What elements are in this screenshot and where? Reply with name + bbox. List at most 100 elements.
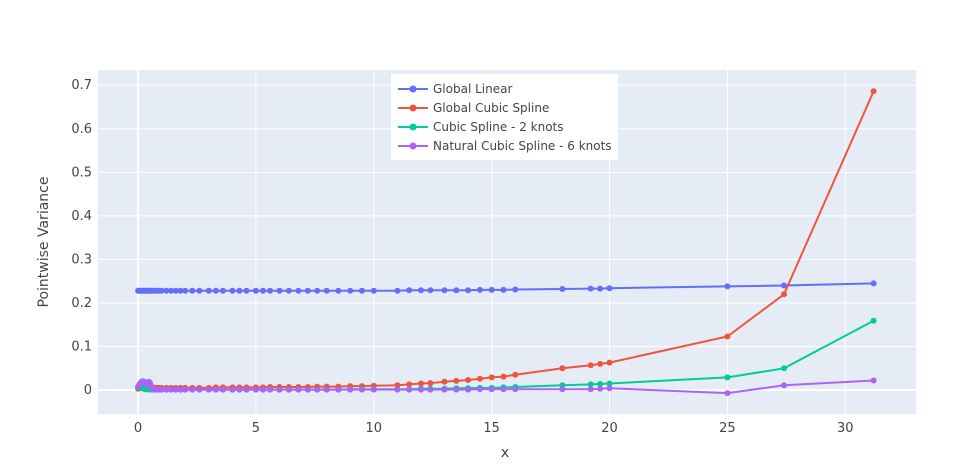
data-point: [219, 287, 226, 294]
data-point: [559, 365, 566, 372]
data-point: [347, 386, 354, 393]
data-point: [781, 382, 787, 389]
data-point: [724, 390, 731, 397]
x-tick-label: 30: [837, 421, 854, 436]
legend-item-global-linear[interactable]: Global Linear: [398, 82, 512, 96]
data-point: [252, 287, 259, 294]
data-point: [597, 385, 604, 392]
data-point: [189, 386, 196, 393]
y-tick-label: 0.6: [71, 122, 92, 137]
data-point: [163, 287, 170, 294]
data-point: [465, 287, 472, 294]
y-tick-label: 0.2: [71, 296, 92, 311]
data-point: [189, 287, 196, 294]
legend-item-cubic-spline-2-knots[interactable]: Cubic Spline - 2 knots: [398, 120, 564, 134]
x-tick-label: 10: [366, 421, 383, 436]
legend-label: Global Linear: [433, 82, 512, 96]
data-point: [597, 381, 604, 387]
legend-label: Natural Cubic Spline - 6 knots: [433, 139, 612, 153]
data-point: [196, 287, 203, 294]
data-point: [500, 373, 507, 380]
data-point: [229, 287, 236, 294]
data-point: [314, 386, 321, 393]
legend-swatch-marker: [409, 123, 417, 131]
data-point: [205, 287, 212, 294]
legend-label: Cubic Spline - 2 knots: [433, 120, 564, 134]
data-point: [587, 381, 594, 388]
data-point: [488, 374, 495, 381]
data-point: [453, 377, 460, 384]
data-point: [781, 291, 787, 298]
data-point: [168, 386, 175, 393]
series-natural-cubic-spline-6-knots: [135, 377, 877, 397]
x-tick-label: 5: [252, 421, 260, 436]
data-point: [229, 386, 236, 393]
data-point: [370, 287, 377, 294]
data-point: [196, 386, 203, 393]
data-point: [212, 386, 219, 393]
data-point: [427, 380, 434, 387]
y-tick-label: 0.7: [71, 78, 92, 93]
data-point: [172, 287, 179, 294]
data-point: [285, 287, 292, 294]
data-point: [512, 386, 519, 393]
y-axis-title: Pointwise Variance: [36, 177, 52, 308]
data-point: [587, 386, 594, 393]
data-point: [606, 285, 613, 292]
data-point: [453, 386, 460, 393]
data-point: [406, 287, 413, 294]
data-point: [172, 386, 179, 393]
data-point: [724, 283, 731, 290]
data-point: [304, 386, 311, 393]
y-tick-label: 0.5: [71, 165, 92, 180]
data-point: [587, 285, 594, 292]
data-point: [335, 386, 342, 393]
data-point: [606, 359, 613, 366]
legend-item-global-cubic-spline[interactable]: Global Cubic Spline: [398, 101, 549, 115]
data-point: [243, 287, 250, 294]
data-point: [406, 386, 413, 393]
data-point: [476, 286, 483, 293]
data-point: [243, 386, 250, 393]
data-point: [724, 374, 731, 381]
data-point: [267, 386, 274, 393]
data-point: [512, 286, 519, 293]
legend[interactable]: Global Linear Global Cubic Spline Cubic …: [391, 74, 618, 160]
data-point: [453, 287, 460, 294]
data-point: [394, 386, 401, 393]
y-tick-label: 0.3: [71, 252, 92, 267]
data-point: [488, 286, 495, 293]
x-tick-label: 25: [719, 421, 736, 436]
y-tick-label: 0.4: [71, 209, 92, 224]
legend-box: [391, 74, 618, 160]
data-point: [427, 386, 434, 393]
data-point: [441, 287, 448, 294]
data-point: [212, 287, 219, 294]
data-point: [559, 386, 566, 393]
data-point: [500, 386, 507, 393]
data-point: [163, 386, 170, 393]
data-point: [267, 287, 274, 294]
data-point: [488, 386, 495, 393]
data-point: [441, 378, 448, 385]
data-point: [441, 386, 448, 393]
data-point: [285, 386, 292, 393]
data-point: [465, 377, 472, 383]
data-point: [870, 280, 877, 287]
legend-swatch-marker: [409, 104, 417, 112]
x-axis-title: x: [501, 445, 509, 461]
data-point: [323, 287, 330, 294]
data-point: [359, 287, 365, 294]
data-point: [205, 386, 212, 393]
data-point: [182, 287, 189, 294]
x-tick-label: 0: [134, 421, 142, 436]
x-tick-labels: 0 5 10 15 20 25 30: [134, 421, 854, 436]
data-point: [724, 333, 731, 340]
data-point: [512, 371, 519, 378]
legend-item-natural-cubic-spline-6-knots[interactable]: Natural Cubic Spline - 6 knots: [398, 139, 612, 153]
data-point: [323, 386, 330, 393]
data-point: [606, 380, 613, 387]
data-point: [394, 287, 401, 294]
y-tick-label: 0.1: [71, 340, 92, 355]
data-point: [597, 285, 604, 292]
